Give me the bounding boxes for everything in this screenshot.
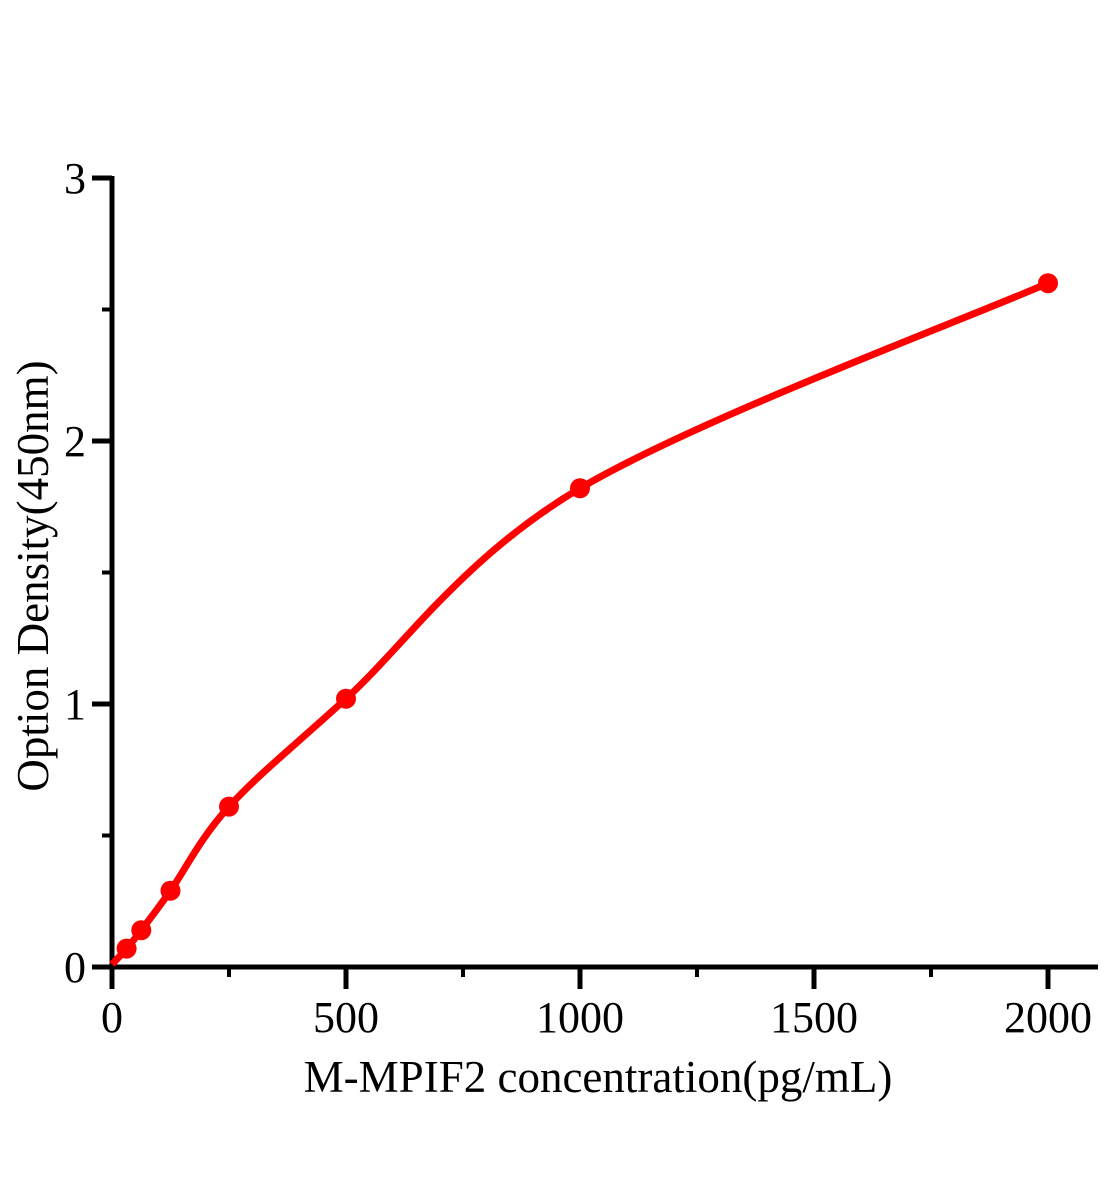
data-point [570, 478, 590, 499]
y-tick-label: 1 [64, 680, 86, 729]
data-point [131, 920, 152, 941]
data-point [116, 938, 137, 959]
x-tick-label: 2000 [1004, 993, 1092, 1042]
ticks [92, 175, 1051, 989]
tick-labels: 0 500 1000 1500 2000 0 1 2 3 [64, 154, 1092, 1042]
fit-curve [109, 279, 1050, 967]
x-tick-label: 0 [101, 993, 123, 1042]
axes [109, 176, 1098, 970]
data-point [1038, 273, 1058, 294]
x-tick-label: 500 [313, 993, 379, 1042]
data-point [336, 688, 356, 709]
x-axis-title: M-MPIF2 concentration(pg/mL) [304, 1052, 893, 1102]
y-axis-title: Option Density(450nm) [8, 360, 58, 791]
y-tick-label: 0 [64, 943, 86, 992]
y-tick-label: 3 [64, 154, 86, 203]
data-point [219, 796, 239, 817]
x-tick-label: 1500 [770, 993, 858, 1042]
data-point [160, 880, 181, 901]
data-points [116, 273, 1058, 959]
x-tick-label: 1000 [536, 993, 624, 1042]
y-tick-label: 2 [64, 417, 86, 466]
